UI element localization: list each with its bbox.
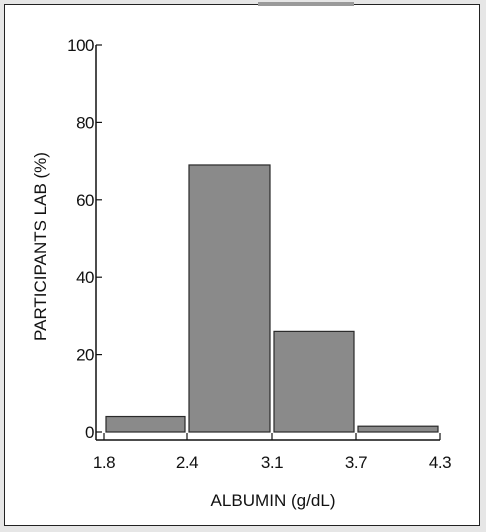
bar-1 xyxy=(188,164,271,433)
y-tick-label-2: 40 xyxy=(76,268,94,287)
y-ticks-group: 0 20 40 60 80 100 xyxy=(67,36,102,442)
x-tick-label-0: 1.8 xyxy=(93,453,115,472)
y-tick-label-0: 0 xyxy=(85,423,94,442)
x-tick-label-2: 3.1 xyxy=(261,453,283,472)
bar-0 xyxy=(105,415,186,433)
x-ticks-group: 1.8 2.4 3.1 3.7 4.3 xyxy=(93,433,452,472)
axes-group xyxy=(95,45,440,441)
bars-group xyxy=(105,164,439,433)
y-tick-label-5: 100 xyxy=(67,36,94,55)
y-tick-label-3: 60 xyxy=(76,191,94,210)
bar-3 xyxy=(357,425,439,433)
scan-mark xyxy=(258,2,354,6)
x-tick-label-1: 2.4 xyxy=(176,453,198,472)
bar-2 xyxy=(273,330,355,433)
y-tick-label-1: 20 xyxy=(76,346,94,365)
x-axis-title: ALBUMIN (g/dL) xyxy=(211,491,336,510)
y-tick-label-4: 80 xyxy=(76,113,94,132)
x-tick-label-4: 4.3 xyxy=(429,453,451,472)
x-tick-label-3: 3.7 xyxy=(345,453,367,472)
y-axis-title: PARTICIPANTS LAB (%) xyxy=(31,152,50,341)
